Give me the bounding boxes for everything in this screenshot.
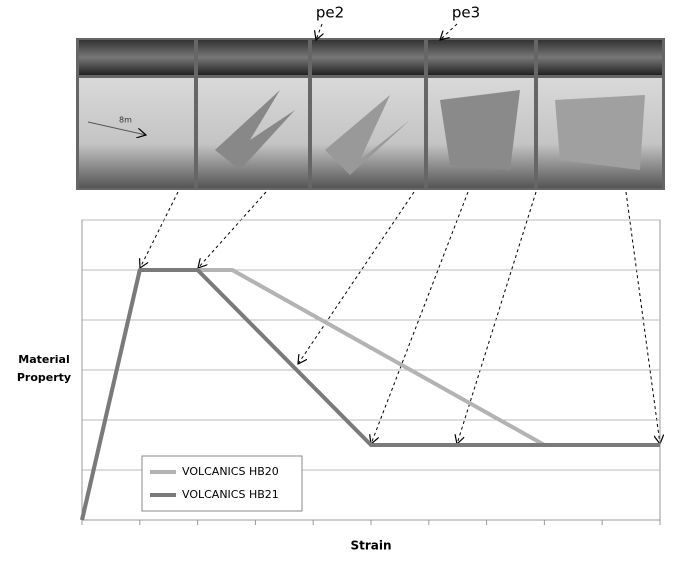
page: {"chart_data": {"type": "line", "y_label…: [0, 0, 686, 560]
annotation: 8m: [119, 116, 132, 125]
chart: 8m pe2 pe3 Material Property Strain VOLC…: [0, 0, 686, 560]
y-axis-label: Material: [18, 353, 69, 366]
image-strip: [76, 38, 665, 190]
legend-label: VOLCANICS HB21: [182, 488, 279, 501]
annotation: pe2: [316, 4, 344, 22]
legend-label: VOLCANICS HB20: [182, 465, 279, 478]
y-axis-label: Property: [17, 371, 71, 384]
x-axis-label: Strain: [350, 539, 391, 553]
annotation: pe3: [452, 4, 480, 22]
